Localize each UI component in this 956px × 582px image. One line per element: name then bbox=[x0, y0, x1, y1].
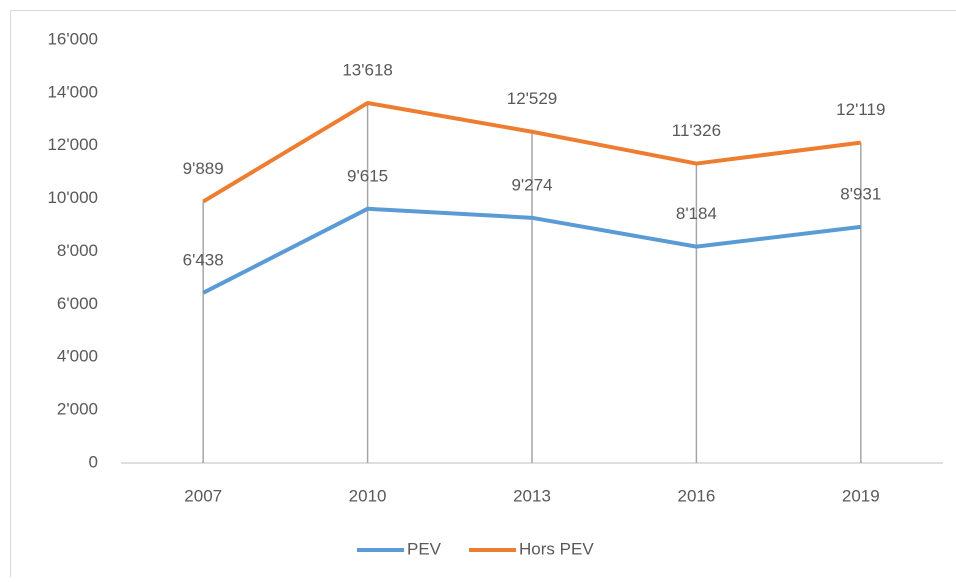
data-label: 6'438 bbox=[183, 250, 224, 269]
data-label: 13'618 bbox=[342, 60, 393, 79]
data-label: 8'184 bbox=[676, 204, 717, 223]
chart-border bbox=[11, 11, 956, 578]
legend-label: Hors PEV bbox=[519, 539, 594, 558]
data-label: 9'615 bbox=[347, 166, 388, 185]
y-tick-label: 8'000 bbox=[57, 241, 98, 260]
x-tick-label: 2010 bbox=[349, 486, 387, 505]
data-label: 9'274 bbox=[511, 175, 552, 194]
y-tick-label: 2'000 bbox=[57, 400, 98, 419]
x-tick-label: 2007 bbox=[184, 486, 222, 505]
data-label: 12'529 bbox=[507, 89, 558, 108]
y-tick-label: 0 bbox=[89, 452, 98, 471]
y-tick-label: 12'000 bbox=[47, 135, 98, 154]
data-label: 12'119 bbox=[836, 100, 885, 119]
data-label: 8'931 bbox=[840, 184, 881, 203]
y-tick-label: 14'000 bbox=[47, 82, 98, 101]
legend-label: PEV bbox=[407, 539, 442, 558]
y-tick-label: 4'000 bbox=[57, 347, 98, 366]
x-tick-label: 2019 bbox=[842, 486, 880, 505]
x-tick-label: 2013 bbox=[513, 486, 551, 505]
y-tick-label: 16'000 bbox=[47, 29, 98, 48]
data-label: 11'326 bbox=[672, 121, 721, 140]
y-tick-label: 10'000 bbox=[47, 188, 98, 207]
data-label: 9'889 bbox=[183, 159, 224, 178]
y-tick-label: 6'000 bbox=[57, 294, 98, 313]
x-tick-label: 2016 bbox=[677, 486, 715, 505]
